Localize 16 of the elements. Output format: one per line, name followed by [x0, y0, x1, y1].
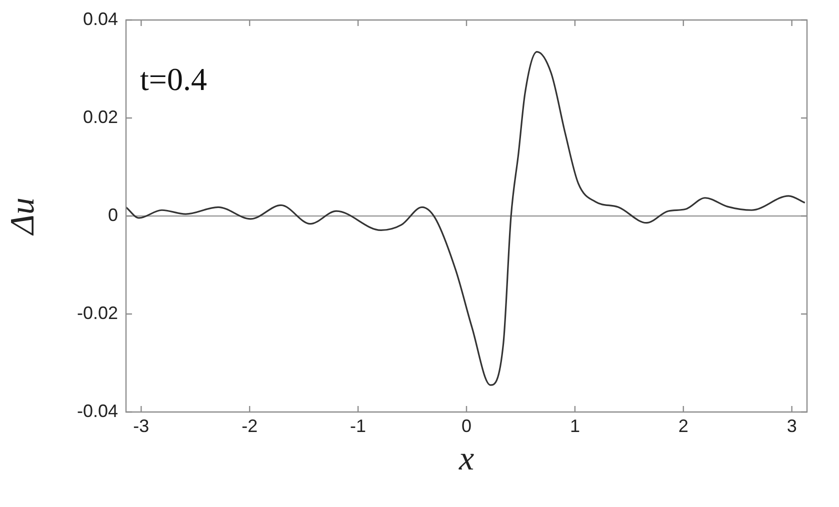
x-tick-label: 2: [678, 416, 688, 436]
y-tick-label: -0.02: [76, 302, 118, 323]
x-tick-label: -3: [133, 416, 150, 436]
x-tick-label: 1: [570, 416, 580, 436]
y-tick-label: 0: [108, 204, 118, 225]
annotation: t=0.4: [140, 61, 207, 97]
x-tick-label: -1: [350, 416, 366, 436]
x-axis-title: x: [458, 440, 474, 478]
x-tick-label: -2: [242, 416, 258, 436]
y-tick-label: 0.02: [82, 106, 118, 127]
y-tick-label: -0.04: [76, 400, 118, 421]
x-tick-label: 0: [461, 416, 472, 436]
x-tick-label: 3: [786, 416, 797, 436]
y-axis-title: Δu: [4, 198, 42, 236]
y-tick-label: 0.04: [82, 8, 118, 29]
line-series: [126, 51, 806, 386]
